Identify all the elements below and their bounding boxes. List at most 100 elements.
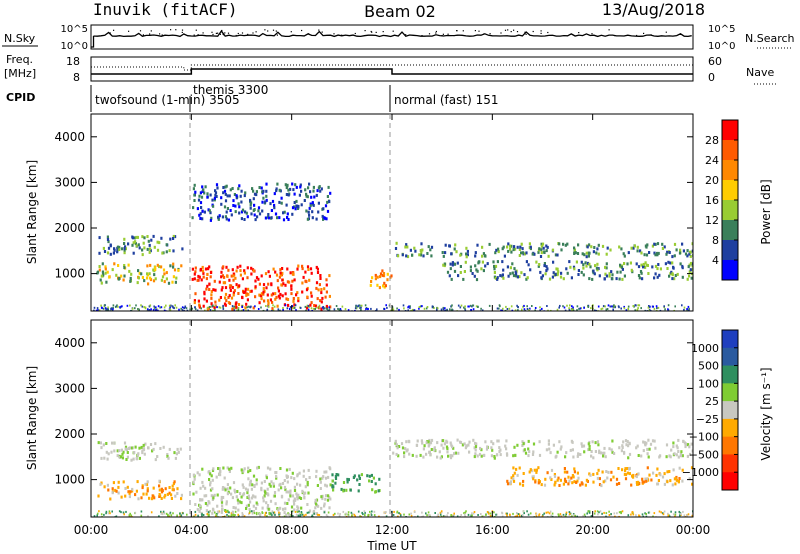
echo-cell [516,473,519,477]
echo-cell [324,204,328,208]
echo-cell [325,307,328,310]
ytick-label: 3000 [54,175,85,189]
echo-cell [665,443,669,447]
echo-cell [368,479,371,483]
echo-cell [217,467,220,470]
echo-cell [341,305,344,308]
echo-cell [628,441,631,445]
nsearch-dot [665,31,667,33]
echo-cell [293,192,296,196]
echo-cell [220,495,223,499]
echo-cell [145,483,149,487]
echo-cell [150,497,154,501]
echo-cell [114,488,117,492]
echo-cell [689,268,692,272]
echo-cell [173,268,177,272]
echo-cell [237,187,240,191]
echo-cell [254,285,257,289]
echo-cell [252,494,255,498]
nsearch-dot [150,30,152,32]
echo-cell [682,439,685,443]
echo-cell [283,479,286,482]
echo-cell [105,280,108,284]
echo-cell [312,203,315,207]
echo-cell [142,241,145,245]
nsearch-dot [219,33,221,35]
echo-cell [329,483,332,487]
echo-cell [624,439,628,443]
echo-cell [549,451,552,455]
echo-cell [526,308,529,310]
echo-cell [621,444,624,448]
echo-cell [637,307,639,310]
echo-cell [576,454,579,458]
echo-cell [231,305,234,308]
echo-cell [465,252,468,256]
echo-cell [210,302,213,306]
echo-cell [214,191,218,195]
echo-cell [551,512,554,515]
nsearch-dot [181,31,183,33]
echo-cell [117,485,120,489]
echo-cell [632,305,635,307]
echo-cell [620,449,623,453]
echo-cell [290,292,293,296]
echo-cell [588,277,591,281]
echo-cell [310,195,313,199]
echo-cell [112,481,115,485]
echo-cell [134,511,137,514]
echo-cell [318,306,321,309]
echo-cell [134,240,137,244]
echo-cell [436,441,439,445]
echo-cell [681,304,683,307]
echo-cell [289,492,292,496]
echo-cell [290,284,293,288]
echo-cell [475,278,479,282]
echo-cell [235,194,238,198]
echo-cell [293,477,296,481]
echo-cell [510,305,513,308]
echo-cell [143,236,146,240]
nsearch-dot [442,33,444,35]
echo-cell [364,511,366,514]
echo-cell [477,305,479,308]
echo-cell [202,188,205,192]
echo-cell [334,481,337,485]
echo-cell [314,308,316,310]
echo-cell [429,515,431,517]
echo-cell [132,241,135,245]
echo-cell [646,447,649,451]
echo-cell [266,293,269,297]
nsearch-dot [217,32,219,34]
echo-cell [335,473,338,476]
echo-cell [221,508,224,511]
echo-cell [439,513,442,516]
echo-cell [557,270,560,274]
echo-cell [108,275,111,279]
echo-cell [603,446,606,450]
echo-cell [583,513,586,516]
nsearch-dot [636,34,638,37]
echo-cell [311,210,314,214]
echo-cell [141,449,144,453]
echo-cell [522,514,524,517]
echo-cell [584,261,587,265]
echo-cell [653,307,656,310]
echo-cell [347,309,350,311]
echo-cell [289,494,292,498]
echo-cell [357,489,360,493]
echo-cell [495,248,498,252]
echo-cell [658,455,661,459]
echo-cell [207,513,210,517]
echo-cell [404,245,407,249]
echo-cell [309,267,313,271]
echo-cell [206,192,209,196]
xtick-label: 00:00 [676,523,711,537]
echo-cell [239,194,242,198]
echo-cell [627,444,630,448]
echo-cell [206,513,209,516]
echo-cell [272,484,275,488]
velocity-panel-frame [90,319,694,518]
echo-cell [545,249,548,253]
echo-cell [409,305,411,308]
